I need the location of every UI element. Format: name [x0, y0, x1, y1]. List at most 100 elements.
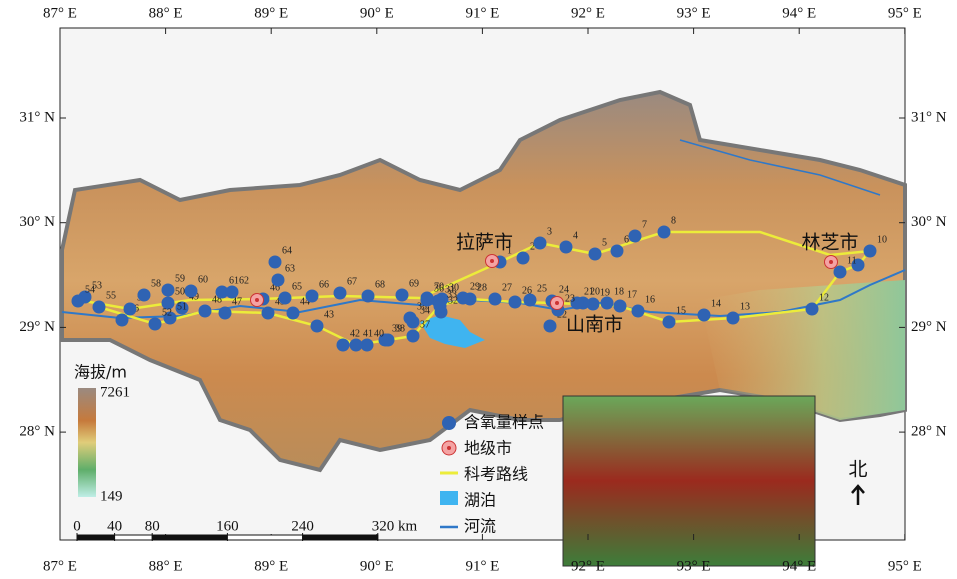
legend-label: 湖泊 — [464, 491, 496, 510]
legend-label: 地级市 — [464, 439, 512, 458]
sample-label: 42 — [350, 328, 360, 339]
lon-label-top: 90° E — [360, 5, 394, 21]
sample-label: 10 — [877, 234, 887, 245]
lon-label-top: 88° E — [149, 5, 183, 21]
lon-label-top: 92° E — [571, 5, 605, 21]
city-label: 林芝市 — [801, 232, 858, 254]
lon-label-top: 87° E — [43, 5, 77, 21]
sample-label: 21 — [584, 286, 594, 297]
sample-point — [601, 297, 614, 310]
sample-label: 39 — [392, 323, 402, 334]
sample-point — [421, 292, 434, 305]
sample-point — [614, 300, 627, 313]
city-label: 拉萨市 — [456, 232, 513, 254]
scale-segment — [227, 535, 302, 540]
lon-label-bottom: 90° E — [360, 558, 394, 574]
legend-label: 河流 — [464, 517, 496, 536]
elevation-title: 海拔/m — [74, 363, 127, 382]
sample-point — [311, 320, 324, 333]
sample-point — [287, 307, 300, 320]
sample-point — [226, 286, 239, 299]
sample-point — [629, 230, 642, 243]
lon-label-bottom: 93° E — [677, 558, 711, 574]
lat-label-right: 29° N — [911, 319, 947, 335]
sample-point — [185, 285, 198, 298]
city-dot — [555, 301, 559, 305]
sample-label: 14 — [711, 298, 721, 309]
legend-icon-lake — [440, 491, 458, 505]
lat-label-right: 28° N — [911, 424, 947, 440]
legend-icon-point — [442, 416, 456, 430]
sample-label: 70 — [434, 281, 444, 292]
sample-point — [262, 307, 275, 320]
sample-point — [727, 312, 740, 325]
sample-label: 40 — [374, 328, 384, 339]
sample-label: 68 — [375, 279, 385, 290]
lon-label-top: 95° E — [888, 5, 922, 21]
sample-point — [589, 248, 602, 261]
sample-point — [337, 339, 350, 352]
sample-point — [149, 318, 162, 331]
sample-point — [124, 303, 137, 316]
map: 1234567891011121314151617181920212223242… — [0, 0, 957, 579]
sample-label: 69 — [409, 278, 419, 289]
sample-point — [534, 237, 547, 250]
sample-label: 52 — [162, 307, 172, 318]
scale-label: 80 — [145, 518, 160, 534]
sample-label: 65 — [292, 281, 302, 292]
sample-point — [834, 266, 847, 279]
elevation-max: 7261 — [100, 384, 130, 400]
sample-label: 26 — [522, 285, 532, 296]
scale-label: 240 — [291, 518, 314, 534]
sample-label: 16 — [645, 294, 655, 305]
lon-label-bottom: 89° E — [254, 558, 288, 574]
sample-label: 55 — [106, 290, 116, 301]
sample-point — [457, 292, 470, 305]
sample-label: 63 — [285, 263, 295, 274]
lon-label-bottom: 91° E — [465, 558, 499, 574]
sample-label: 25 — [537, 283, 547, 294]
sample-label: 6 — [624, 234, 629, 245]
sample-point — [632, 305, 645, 318]
north-label: 北 — [848, 459, 867, 481]
legend-label: 科考路线 — [464, 465, 528, 484]
lat-label-left: 29° N — [19, 319, 55, 335]
sample-label: 41 — [363, 328, 373, 339]
sample-label: 27 — [502, 282, 512, 293]
lon-label-top: 89° E — [254, 5, 288, 21]
sample-point — [350, 339, 363, 352]
sample-label: 13 — [740, 301, 750, 312]
sample-point — [362, 290, 375, 303]
lon-label-bottom: 95° E — [888, 558, 922, 574]
sample-label: 64 — [282, 245, 292, 256]
city-label: 山南市 — [566, 314, 623, 336]
inset-map — [563, 396, 815, 566]
sample-point — [698, 309, 711, 322]
lon-label-top: 93° E — [677, 5, 711, 21]
sample-label: 60 — [198, 274, 208, 285]
sample-label: 8 — [671, 215, 676, 226]
scale-label: 40 — [107, 518, 122, 534]
sample-point — [404, 312, 417, 325]
sample-point — [611, 245, 624, 258]
sample-point — [663, 316, 676, 329]
sample-point — [162, 284, 175, 297]
lon-label-bottom: 94° E — [782, 558, 816, 574]
scale-segment — [77, 535, 115, 540]
sample-point — [806, 303, 819, 316]
sample-label: 61 — [229, 275, 239, 286]
lat-label-right: 31° N — [911, 109, 947, 125]
sample-label: 5 — [602, 237, 607, 248]
sample-label: 7 — [642, 219, 647, 230]
sample-label: 15 — [676, 305, 686, 316]
lon-label-bottom: 87° E — [43, 558, 77, 574]
scale-segment — [115, 535, 153, 540]
city-dot — [490, 259, 494, 263]
elevation-min: 149 — [100, 488, 123, 504]
lon-label-top: 94° E — [782, 5, 816, 21]
lon-label-top: 91° E — [465, 5, 499, 21]
lat-label-right: 30° N — [911, 214, 947, 230]
sample-label: 51 — [177, 301, 187, 312]
sample-point — [138, 289, 151, 302]
sample-point — [434, 300, 447, 313]
